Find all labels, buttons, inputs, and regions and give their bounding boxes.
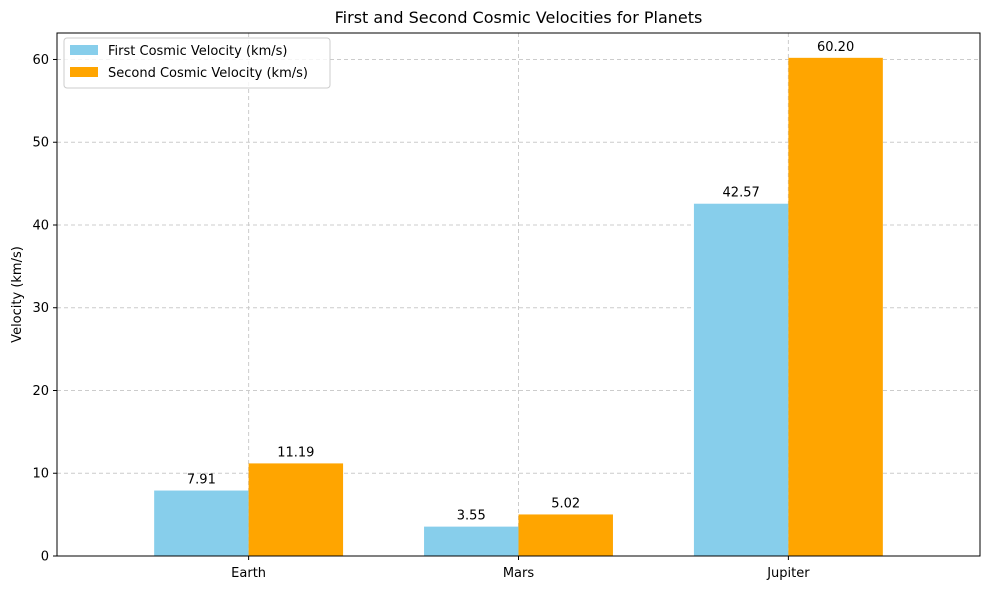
bar-value-label: 42.57 (723, 186, 760, 201)
y-axis-label: Velocity (km/s) (10, 246, 25, 343)
bar-first-velocity (693, 203, 789, 556)
x-tick-label: Earth (231, 566, 266, 581)
legend: First Cosmic Velocity (km/s) Second Cosm… (63, 37, 331, 89)
bar-value-label: 5.02 (551, 496, 580, 511)
legend-label-second-velocity: Second Cosmic Velocity (km/s) (108, 66, 308, 81)
bar-second-velocity (248, 463, 344, 556)
bars (154, 57, 883, 556)
bar-value-label: 3.55 (457, 509, 486, 524)
y-tick-label: 20 (32, 384, 49, 399)
x-tick-label: Mars (503, 566, 535, 581)
x-tick-label: Jupiter (766, 566, 810, 581)
y-tick-label: 10 (32, 467, 49, 482)
legend-label-first-velocity: First Cosmic Velocity (km/s) (108, 44, 287, 59)
legend-swatch-first-velocity (70, 45, 98, 55)
y-tick-label: 60 (32, 53, 49, 68)
y-tick-label: 0 (41, 550, 49, 565)
y-tick-label: 40 (32, 218, 49, 233)
bar-value-label: 60.20 (817, 40, 854, 55)
legend-box (63, 37, 331, 89)
bar-first-velocity (154, 490, 249, 556)
bar-value-label: 7.91 (187, 473, 216, 488)
legend-swatch-second-velocity (70, 67, 98, 77)
y-tick-label: 50 (32, 136, 49, 151)
chart-title: First and Second Cosmic Velocities for P… (335, 8, 703, 27)
y-tick-label: 30 (32, 301, 49, 316)
bar-second-velocity (788, 57, 883, 556)
y-axis-ticks: 0 10 20 30 40 50 60 (32, 53, 57, 565)
bar-first-velocity (424, 526, 519, 556)
x-axis-ticks: Earth Mars Jupiter (231, 556, 810, 581)
bar-second-velocity (518, 514, 613, 556)
bar-value-label: 11.19 (277, 445, 314, 460)
data-labels: 7.91 11.19 3.55 5.02 42.57 60.20 (187, 40, 854, 524)
